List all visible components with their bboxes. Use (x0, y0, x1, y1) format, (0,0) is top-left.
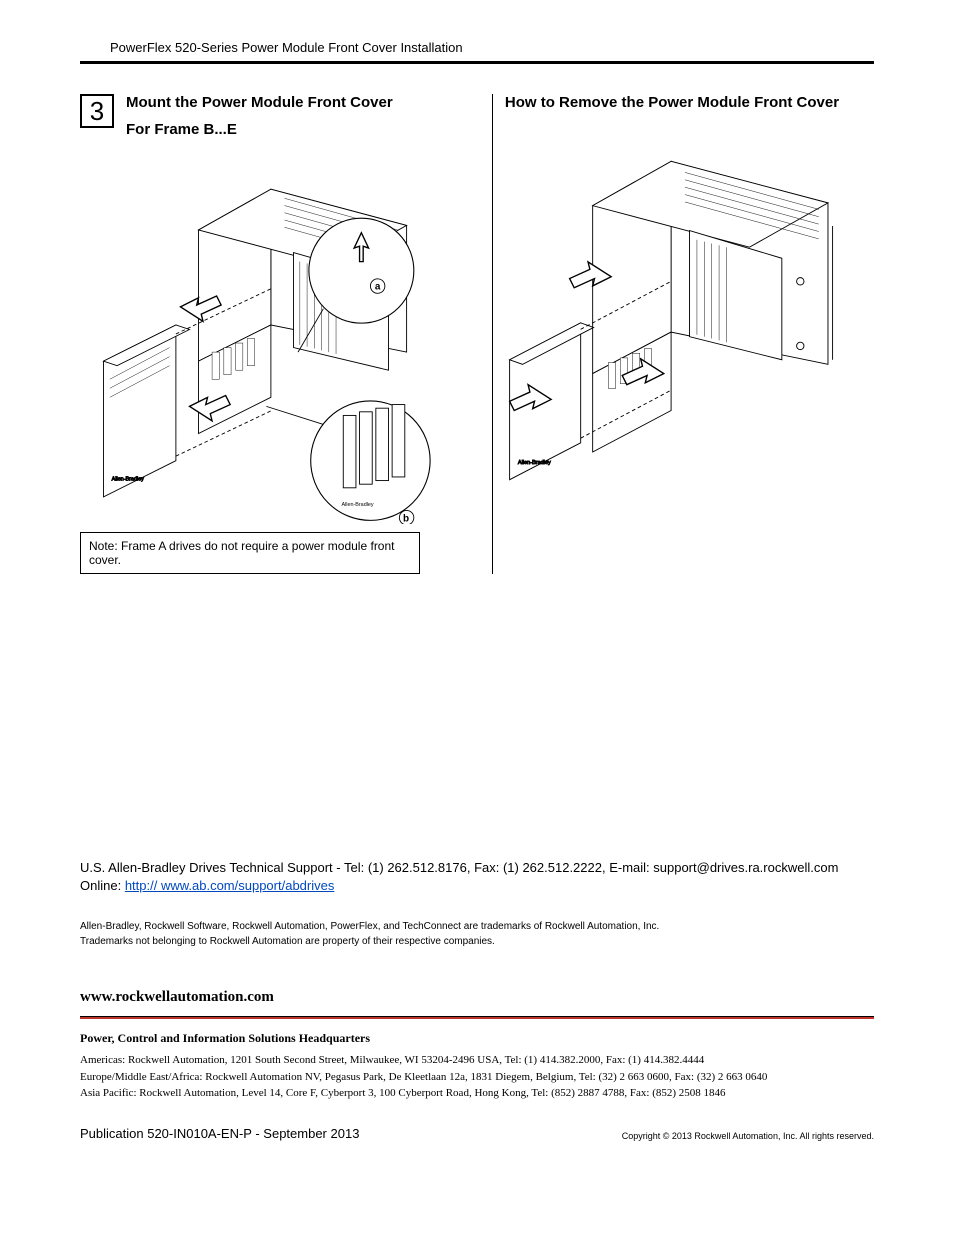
note-box: Note: Frame A drives do not require a po… (80, 532, 420, 574)
remove-diagram: Allen-Bradley (505, 119, 874, 499)
callout-b-label: b (403, 513, 409, 524)
tm-line2: Trademarks not belonging to Rockwell Aut… (80, 934, 874, 949)
support-block: U.S. Allen-Bradley Drives Technical Supp… (0, 859, 954, 895)
step-heading: 3 Mount the Power Module Front Cover For… (80, 94, 480, 138)
mount-diagram: Allen-Bradley a (80, 144, 480, 524)
main-content: 3 Mount the Power Module Front Cover For… (0, 64, 954, 574)
tm-line1: Allen-Bradley, Rockwell Software, Rockwe… (80, 919, 874, 934)
svg-text:Allen-Bradley: Allen-Bradley (518, 460, 551, 466)
trademark-block: Allen-Bradley, Rockwell Software, Rockwe… (0, 919, 954, 949)
right-title: How to Remove the Power Module Front Cov… (505, 94, 874, 111)
brand-text: Allen-Bradley (112, 477, 144, 483)
copyright: Copyright © 2013 Rockwell Automation, In… (622, 1131, 874, 1141)
hq-addresses: Americas: Rockwell Automation, 1201 Sout… (0, 1052, 954, 1102)
doc-title: PowerFlex 520-Series Power Module Front … (110, 40, 463, 55)
right-column: How to Remove the Power Module Front Cov… (493, 94, 874, 574)
hq-title: Power, Control and Information Solutions… (0, 1031, 954, 1046)
footer-url: www.rockwellautomation.com (0, 989, 954, 1012)
left-title: Mount the Power Module Front Cover (126, 94, 393, 111)
step-number-box: 3 (80, 94, 114, 128)
support-line1: U.S. Allen-Bradley Drives Technical Supp… (80, 859, 874, 877)
hq-emea: Europe/Middle East/Africa: Rockwell Auto… (80, 1069, 874, 1086)
callout-a-label: a (375, 282, 381, 293)
svg-text:Allen-Bradley: Allen-Bradley (341, 502, 373, 508)
footer-rule (80, 1016, 874, 1019)
hq-apac: Asia Pacific: Rockwell Automation, Level… (80, 1085, 874, 1102)
hq-americas: Americas: Rockwell Automation, 1201 Sout… (80, 1052, 874, 1069)
support-link[interactable]: http:// www.ab.com/support/abdrives (125, 878, 335, 893)
left-column: 3 Mount the Power Module Front Cover For… (80, 94, 493, 574)
publication-row: Publication 520-IN010A-EN-P - September … (0, 1126, 954, 1141)
page-header: PowerFlex 520-Series Power Module Front … (80, 0, 874, 64)
publication-id: Publication 520-IN010A-EN-P - September … (80, 1126, 359, 1141)
left-subtitle: For Frame B...E (126, 121, 393, 138)
support-line2: Online: http:// www.ab.com/support/abdri… (80, 877, 874, 895)
